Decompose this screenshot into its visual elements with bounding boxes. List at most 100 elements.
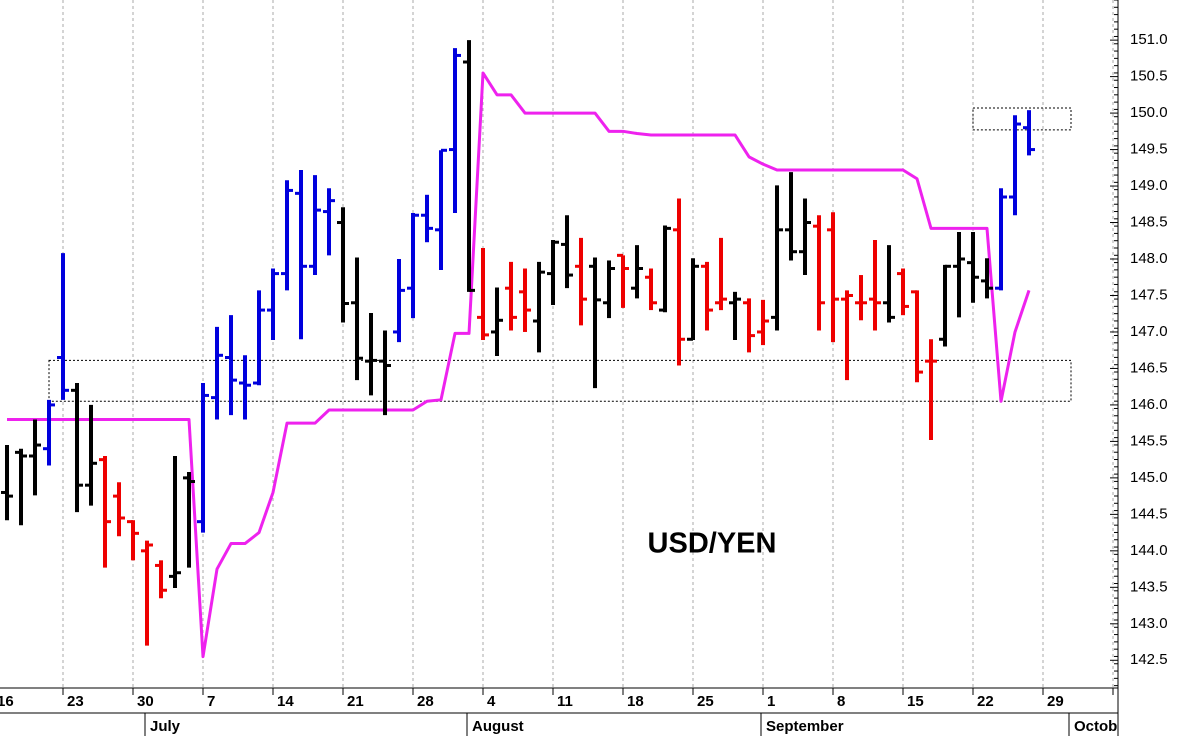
ohlc-bar — [575, 237, 587, 326]
ohlc-bar — [393, 259, 405, 343]
y-tick-label: 150.0 — [1130, 104, 1168, 121]
y-tick-label: 144.5 — [1130, 505, 1168, 522]
ohlc-bar — [673, 198, 685, 366]
ohlc-bar — [869, 240, 881, 331]
ohlc-bar — [407, 213, 419, 319]
y-tick-label: 151.0 — [1130, 31, 1168, 48]
ohlc-bar — [421, 194, 433, 243]
ohlc-bar — [1009, 115, 1021, 216]
x-tick-label: 22 — [977, 693, 994, 710]
ohlc-bar — [351, 257, 363, 381]
ohlc-bar — [631, 245, 643, 299]
ohlc-bar — [281, 180, 293, 291]
x-tick-label: 23 — [67, 693, 84, 710]
x-tick-label: 29 — [1047, 693, 1064, 710]
ohlc-bar — [855, 275, 867, 321]
ohlc-bar — [925, 339, 937, 440]
x-tick-label: 25 — [697, 693, 714, 710]
ohlc-bar — [897, 268, 909, 316]
ohlc-bar — [687, 258, 699, 341]
ohlc-bar — [547, 240, 559, 305]
y-tick-label: 142.5 — [1130, 651, 1168, 668]
ohlc-bar — [603, 260, 615, 319]
y-tick-label: 148.0 — [1130, 250, 1168, 267]
ohlc-bar — [757, 299, 769, 346]
y-tick-label: 148.5 — [1130, 213, 1168, 230]
ohlc-bar — [519, 268, 531, 332]
ohlc-bar — [127, 520, 139, 561]
ohlc-bar — [211, 326, 223, 420]
y-tick-label: 143.5 — [1130, 578, 1168, 595]
ohlc-bar — [771, 185, 783, 331]
ohlc-bar — [141, 540, 153, 646]
ohlc-bar — [183, 472, 195, 568]
ohlc-bar — [729, 291, 741, 340]
ohlc-bar — [799, 198, 811, 276]
ohlc-bar — [197, 383, 209, 533]
ohlc-bar — [785, 172, 797, 261]
ohlc-bar — [29, 419, 41, 496]
ohlc-bar — [85, 404, 97, 506]
ohlc-bar — [533, 261, 545, 353]
ohlc-bar — [911, 290, 923, 383]
ohlc-bar — [659, 225, 671, 313]
y-tick-label: 146.5 — [1130, 359, 1168, 376]
annotation: USD/YEN — [648, 528, 777, 560]
ohlc-bar — [337, 207, 349, 323]
ohlc-bar — [463, 40, 475, 292]
ohlc-bar — [435, 148, 447, 270]
ohlc-bar — [379, 330, 391, 416]
ohlc-bar — [295, 169, 307, 340]
month-label: September — [766, 718, 844, 735]
x-tick-label: 11 — [557, 693, 573, 710]
month-label: August — [472, 718, 524, 735]
y-tick-label: 143.0 — [1130, 615, 1168, 632]
ohlc-bar — [477, 248, 489, 340]
x-tick-label: 15 — [907, 693, 924, 710]
ohlc-bar — [225, 315, 237, 416]
y-tick-label: 145.5 — [1130, 432, 1168, 449]
ohlc-bar — [239, 355, 251, 420]
ohlc-bar — [57, 253, 69, 400]
ohlc-bar — [701, 261, 713, 331]
month-label: October — [1074, 718, 1132, 735]
y-tick-label: 149.5 — [1130, 141, 1168, 158]
ohlc-bar — [505, 261, 517, 331]
ohlc-bar — [645, 268, 657, 311]
month-label: July — [150, 718, 181, 735]
ohlc-bar — [813, 215, 825, 331]
ohlc-bar — [981, 258, 993, 299]
y-axis: 142.5 143.0 143.5 144.0 144.5 145.0 145.5 146.0… — [1110, 0, 1168, 736]
y-tick-label: 146.0 — [1130, 396, 1168, 413]
ohlc-bar — [43, 399, 55, 466]
ohlc-bar — [15, 448, 27, 526]
y-tick-label: 145.0 — [1130, 469, 1168, 486]
ohlc-bar — [883, 245, 895, 323]
ohlc-bar — [995, 188, 1007, 291]
highlight-box — [48, 359, 1072, 402]
ohlc-bar — [99, 455, 111, 568]
x-tick-label: 18 — [627, 693, 644, 710]
x-tick-label: 21 — [347, 693, 364, 710]
y-tick-label: 149.0 — [1130, 177, 1168, 194]
ohlc-bar — [841, 290, 853, 381]
x-tick-label: 30 — [137, 693, 154, 710]
ohlc-bar — [267, 268, 279, 340]
ohlc-bar — [155, 560, 167, 599]
x-tick-label: 1 — [767, 693, 775, 710]
y-tick-label: 150.5 — [1130, 68, 1168, 85]
plot-area — [1, 40, 1072, 659]
y-tick-label: 147.5 — [1130, 286, 1168, 303]
ohlc-bar — [491, 287, 503, 357]
ohlc-bar — [967, 232, 979, 303]
ohlc-bar — [743, 298, 755, 353]
x-tick-label: 28 — [417, 693, 434, 710]
ohlc-bar — [169, 455, 181, 589]
ohlc-bar — [827, 212, 839, 343]
ohlc-bar — [309, 175, 321, 276]
x-tick-label: 14 — [277, 693, 294, 710]
x-axis: 16233071421284111825181522296JulyAugustS… — [0, 687, 1132, 736]
ohlc-bar — [953, 232, 965, 318]
ohlc-bar — [589, 257, 601, 389]
